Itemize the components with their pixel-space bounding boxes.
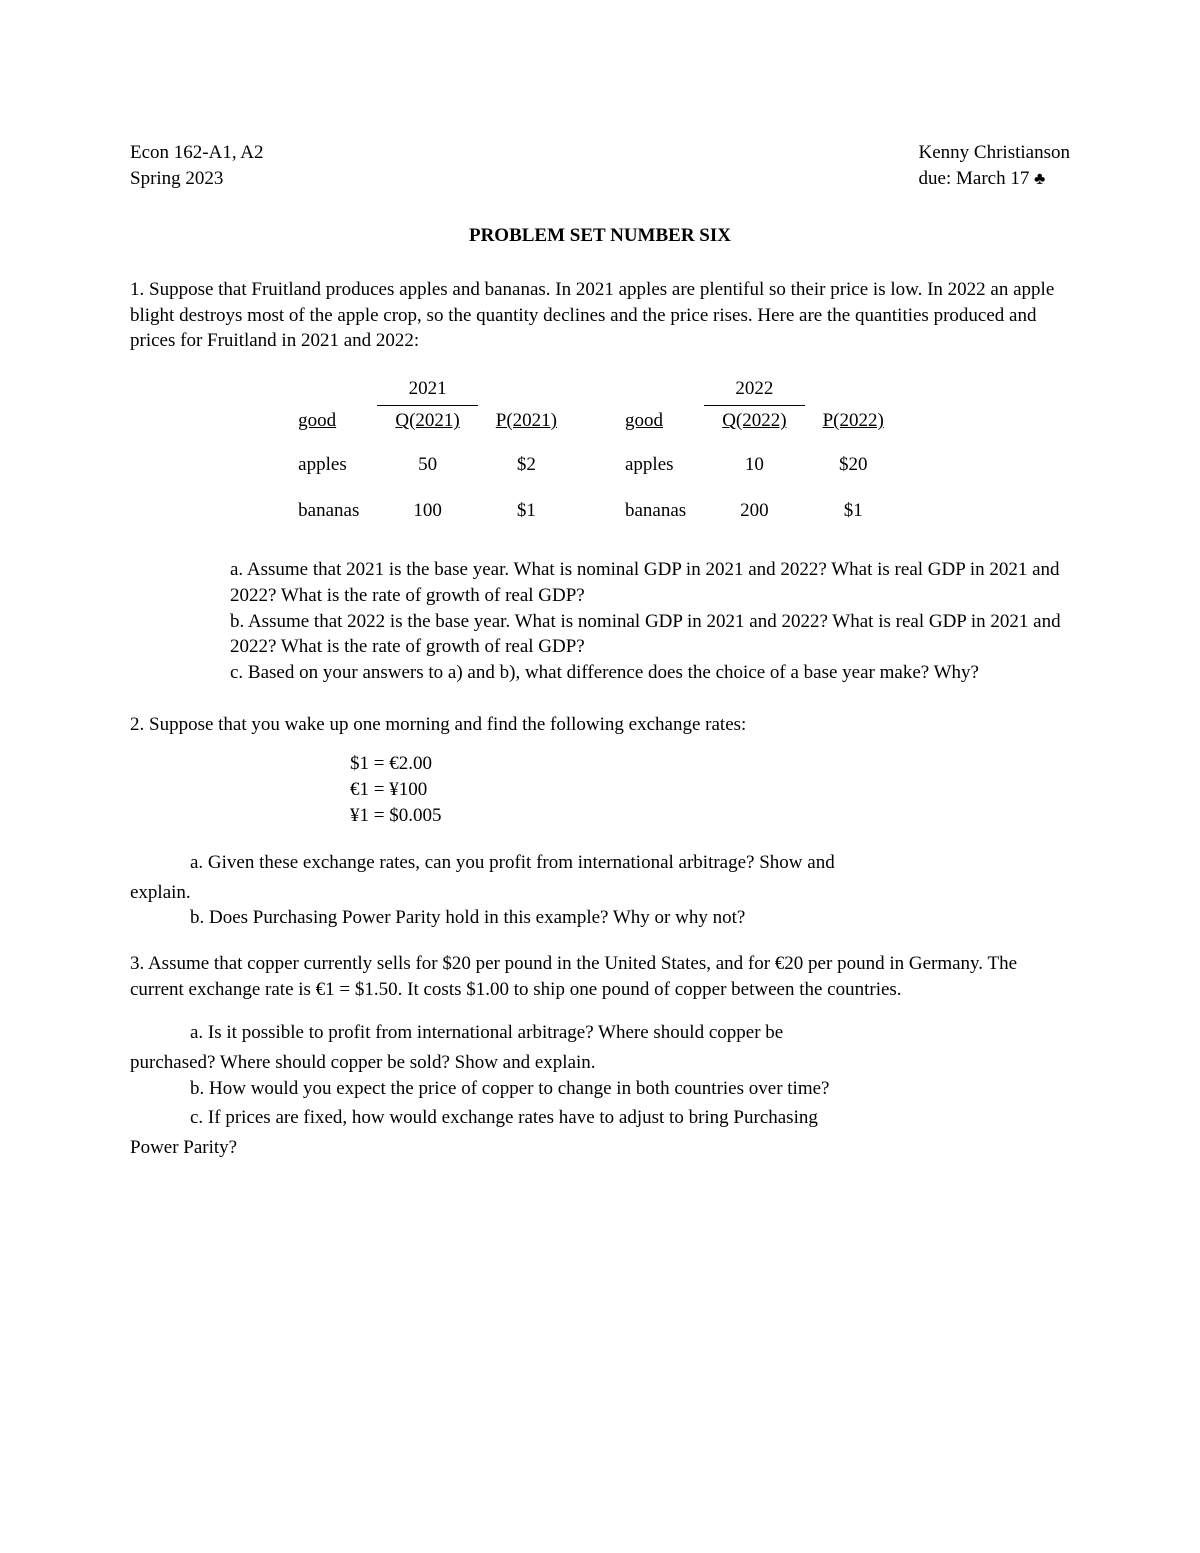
q3a-line2: purchased? Where should copper be sold? … — [130, 1050, 1070, 1076]
q2a-line1: a. Given these exchange rates, can you p… — [190, 850, 1070, 876]
club-icon: ♣ — [1034, 169, 1045, 188]
term: Spring 2023 — [130, 166, 264, 192]
col-header: Q(2021) — [377, 406, 477, 442]
instructor: Kenny Christianson — [919, 140, 1070, 166]
q3c-line2: Power Parity? — [130, 1135, 1070, 1161]
table-cell: $1 — [805, 488, 902, 534]
question-1: 1. Suppose that Fruitland produces apple… — [130, 277, 1070, 686]
q3a-line1: a. Is it possible to profit from interna… — [190, 1020, 1070, 1046]
header-right: Kenny Christianson due: March 17 ♣ — [919, 140, 1070, 191]
page-header: Econ 162-A1, A2 Spring 2023 Kenny Christ… — [130, 140, 1070, 191]
course-code: Econ 162-A1, A2 — [130, 140, 264, 166]
exchange-rates: $1 = €2.00 €1 = ¥100 ¥1 = $0.005 — [350, 751, 1070, 828]
table-cell: $20 — [805, 442, 902, 488]
col-header: P(2021) — [478, 406, 575, 442]
table-cell: 100 — [377, 488, 477, 534]
table-cell: $2 — [478, 442, 575, 488]
q1-subparts: a. Assume that 2021 is the base year. Wh… — [230, 557, 1070, 685]
col-header: P(2022) — [805, 406, 902, 442]
col-header: Q(2022) — [704, 406, 804, 442]
q1-intro: 1. Suppose that Fruitland produces apple… — [130, 277, 1070, 354]
data-tables: 2021 good Q(2021) P(2021) apples 50 $2 b… — [130, 372, 1070, 534]
q1a: a. Assume that 2021 is the base year. Wh… — [230, 557, 1070, 608]
q1c: c. Based on your answers to a) and b), w… — [230, 660, 1070, 686]
table-cell: apples — [298, 442, 377, 488]
q2b: b. Does Purchasing Power Parity hold in … — [190, 905, 1070, 931]
rate-line: €1 = ¥100 — [350, 777, 1070, 803]
q3-intro: 3. Assume that copper currently sells fo… — [130, 951, 1070, 1002]
question-2: 2. Suppose that you wake up one morning … — [130, 712, 1070, 931]
table-cell: bananas — [298, 488, 377, 534]
year-label: 2022 — [704, 372, 804, 406]
q2-intro: 2. Suppose that you wake up one morning … — [130, 712, 1070, 738]
col-header: good — [625, 406, 704, 442]
header-left: Econ 162-A1, A2 Spring 2023 — [130, 140, 264, 191]
table-2021: 2021 good Q(2021) P(2021) apples 50 $2 b… — [298, 372, 575, 534]
due-date: due: March 17 ♣ — [919, 166, 1070, 192]
rate-line: $1 = €2.00 — [350, 751, 1070, 777]
question-3: 3. Assume that copper currently sells fo… — [130, 951, 1070, 1160]
table-cell: 10 — [704, 442, 804, 488]
q1b: b. Assume that 2022 is the base year. Wh… — [230, 609, 1070, 660]
q3c-line1: c. If prices are fixed, how would exchan… — [190, 1105, 1070, 1131]
table-cell: apples — [625, 442, 704, 488]
q2a-line2: explain. — [130, 880, 1070, 906]
table-cell: $1 — [478, 488, 575, 534]
table-2022: 2022 good Q(2022) P(2022) apples 10 $20 … — [625, 372, 902, 534]
year-label: 2021 — [377, 372, 477, 406]
table-cell: bananas — [625, 488, 704, 534]
page-title: PROBLEM SET NUMBER SIX — [130, 223, 1070, 249]
table-cell: 200 — [704, 488, 804, 534]
rate-line: ¥1 = $0.005 — [350, 803, 1070, 829]
q3b: b. How would you expect the price of cop… — [190, 1076, 1070, 1102]
table-cell: 50 — [377, 442, 477, 488]
col-header: good — [298, 406, 377, 442]
